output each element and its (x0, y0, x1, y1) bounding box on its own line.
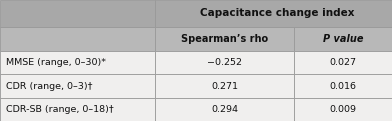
Text: 0.294: 0.294 (211, 105, 238, 114)
Bar (155, 98, 294, 121)
Text: CDR-SB (range, 0–18)†: CDR-SB (range, 0–18)† (6, 105, 114, 114)
Text: −0.252: −0.252 (207, 58, 242, 67)
Bar (0, 51, 155, 74)
Text: Spearman’s rho: Spearman’s rho (181, 34, 268, 44)
Text: 0.271: 0.271 (211, 82, 238, 91)
Bar (155, 0, 392, 27)
Bar (294, 51, 392, 74)
Text: CDR (range, 0–3)†: CDR (range, 0–3)† (6, 82, 93, 91)
Text: P value: P value (323, 34, 363, 44)
Bar (155, 27, 294, 51)
Bar (0, 74, 155, 98)
Bar (294, 27, 392, 51)
Bar (155, 51, 294, 74)
Text: 0.016: 0.016 (330, 82, 356, 91)
Text: Capacitance change index: Capacitance change index (200, 8, 355, 18)
Text: 0.027: 0.027 (330, 58, 356, 67)
Bar (294, 98, 392, 121)
Text: 0.009: 0.009 (330, 105, 356, 114)
Bar (155, 74, 294, 98)
Bar (0, 27, 155, 51)
Bar (0, 98, 155, 121)
Bar (294, 74, 392, 98)
Text: MMSE (range, 0–30)*: MMSE (range, 0–30)* (6, 58, 106, 67)
Bar (0, 0, 155, 27)
